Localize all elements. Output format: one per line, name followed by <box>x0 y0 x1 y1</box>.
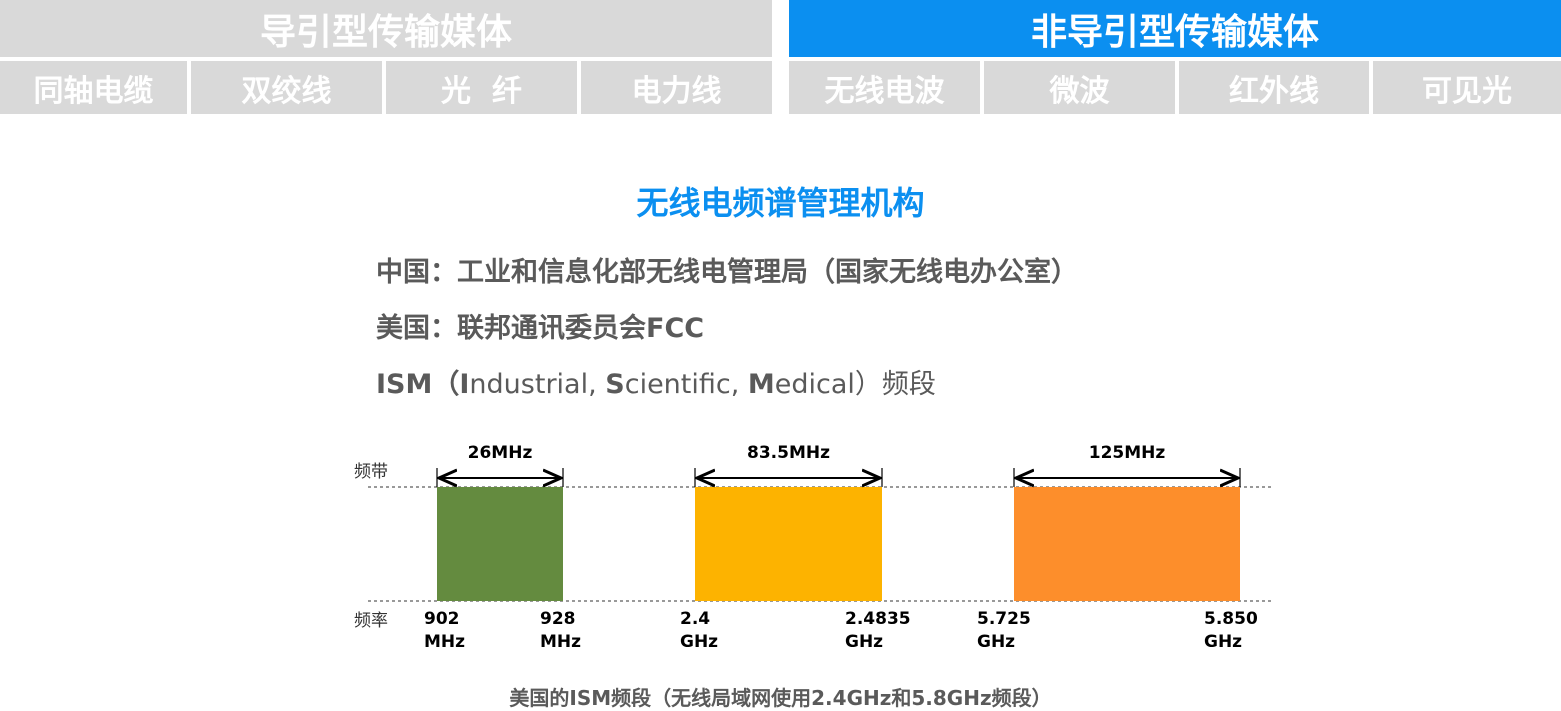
ism-initial-m: M <box>747 369 775 400</box>
band-rect-0 <box>437 487 563 601</box>
band-low-freq-label-1-0: 2.4 <box>680 609 710 629</box>
band-rect-2 <box>1014 487 1240 601</box>
ism-line: ISM（Industrial, Scientific, Medical）频段 <box>376 362 936 401</box>
ism-word-scientific: cientific, <box>624 369 748 400</box>
unguided-media-title: 非导引型传输媒体 <box>789 0 1561 57</box>
ism-initial-s: S <box>605 369 625 400</box>
band-high-freq-label-1-1: GHz <box>845 632 883 652</box>
band-width-label-2: 125MHz <box>1089 443 1166 463</box>
band-high-freq-label-1-0: 2.4835 <box>845 609 911 629</box>
media-cell-twisted-pair: 双绞线 <box>191 61 382 114</box>
band-low-freq-label-1-1: GHz <box>680 632 718 652</box>
band-high-freq-label-2-1: GHz <box>1204 632 1242 652</box>
ism-band-diagram: 频带 频率 26MHz 902 MHz 928 MHz 83.5MHz 2.4 GHz 2.48… <box>354 443 1272 652</box>
ism-initial-i: I <box>459 369 470 400</box>
band-rect-1 <box>695 487 882 601</box>
band-low-freq-label-0-1: MHz <box>424 632 465 652</box>
guided-media-title: 导引型传输媒体 <box>0 0 772 57</box>
band-axis-label: 频带 <box>354 462 388 482</box>
ism-word-industrial: ndustrial, <box>469 369 606 400</box>
freq-axis-label: 频率 <box>354 611 388 631</box>
band-width-label-0: 26MHz <box>468 443 533 463</box>
media-cell-fiber: 光 纤 <box>386 61 577 114</box>
china-authority-line: 中国：工业和信息化部无线电管理局（国家无线电办公室） <box>376 257 1078 288</box>
media-cell-radio: 无线电波 <box>789 61 980 114</box>
media-cell-powerline: 电力线 <box>581 61 772 114</box>
diagram-caption: 美国的ISM频段（无线局域网使用2.4GHz和5.8GHz频段） <box>509 686 1052 710</box>
usa-authority-line: 美国：联邦通讯委员会FCC <box>376 313 705 344</box>
media-cell-visible-light: 可见光 <box>1373 61 1561 114</box>
media-cell-infrared: 红外线 <box>1179 61 1369 114</box>
band-low-freq-label-2-0: 5.725 <box>977 609 1031 629</box>
band-low-freq-label-2-1: GHz <box>977 632 1015 652</box>
band-high-freq-label-0-0: 928 <box>540 609 576 629</box>
media-cell-microwave: 微波 <box>984 61 1175 114</box>
band-high-freq-label-0-1: MHz <box>540 632 581 652</box>
band-width-label-1: 83.5MHz <box>747 443 830 463</box>
section-title: 无线电频谱管理机构 <box>636 184 925 222</box>
media-cell-coax: 同轴电缆 <box>0 61 187 114</box>
band-high-freq-label-2-0: 5.850 <box>1204 609 1258 629</box>
ism-prefix: ISM（ <box>376 369 460 400</box>
band-low-freq-label-0-0: 902 <box>424 609 460 629</box>
ism-word-medical: edical）频段 <box>774 369 936 400</box>
